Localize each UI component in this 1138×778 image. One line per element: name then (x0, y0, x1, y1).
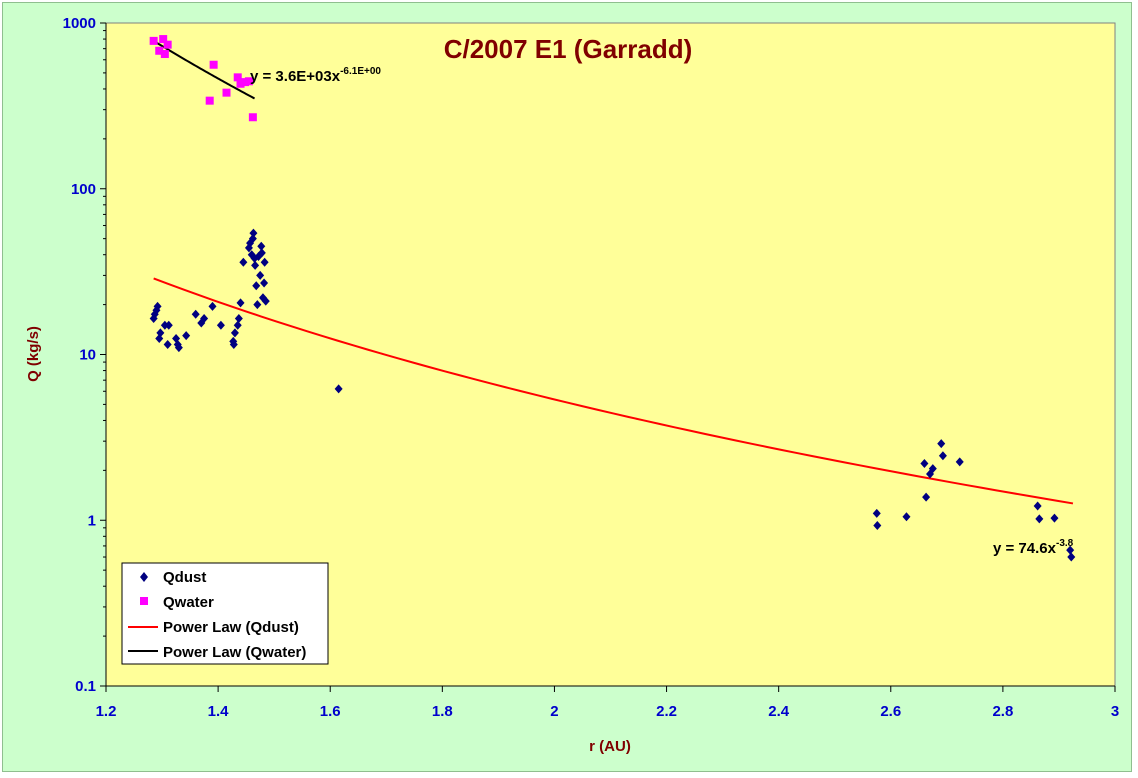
y-tick-label: 0.1 (75, 678, 96, 695)
qdust-point (249, 228, 258, 238)
legend-fit-qdust-label: Power Law (Qdust) (163, 619, 299, 636)
x-tick-label: 2.6 (880, 703, 901, 720)
qdust-point (252, 281, 261, 291)
qdust-point (251, 260, 260, 270)
qwater-point (236, 79, 245, 88)
qdust-point (920, 458, 929, 468)
qdust-fit-equation: y = 74.6x-3.8 (993, 538, 1074, 557)
fit-line-qwater (153, 40, 256, 100)
qdust-point (955, 457, 964, 467)
qwater-point (160, 50, 169, 59)
qdust-point (253, 300, 262, 310)
qdust-fit-equation-base: y = 74.6x (993, 540, 1057, 557)
qwater-point (244, 77, 253, 86)
x-tick-label: 2 (550, 703, 558, 720)
qdust-point (261, 296, 270, 306)
chart-marks (149, 35, 1076, 562)
x-tick-label: 1.6 (320, 703, 341, 720)
qdust-point (1033, 501, 1042, 511)
qdust-point (156, 328, 165, 338)
qdust-point (257, 241, 266, 251)
qdust-point (236, 298, 245, 308)
qdust-fit-equation-exponent: -3.8 (1056, 538, 1074, 549)
x-tick-label: 3 (1111, 703, 1119, 720)
qwater-point (149, 36, 158, 45)
fit-line-qdust (153, 277, 1074, 505)
qwater-point (248, 113, 257, 122)
qdust-point (928, 464, 937, 474)
qdust-point (260, 257, 269, 267)
qdust-point (208, 301, 217, 311)
legend-qwater-marker (140, 597, 148, 605)
y-tick-label: 1 (88, 512, 96, 529)
qdust-point (256, 270, 265, 280)
qdust-point (260, 278, 269, 288)
qdust-point (248, 234, 257, 244)
qwater-point (163, 40, 172, 49)
qwater-point (222, 88, 231, 97)
qdust-point (174, 343, 183, 353)
qdust-point (182, 331, 191, 341)
qdust-point (239, 257, 248, 267)
qdust-point (230, 328, 239, 338)
x-tick-label: 2.2 (656, 703, 677, 720)
qdust-point (233, 320, 242, 330)
qdust-point (216, 320, 225, 330)
qwater-fit-equation-exponent: -6.1E+00 (340, 66, 381, 77)
qdust-point (872, 508, 881, 518)
qdust-point (257, 248, 266, 258)
x-tick-label: 1.4 (208, 703, 230, 720)
legend-item-fit-qwater: Power Law (Qwater) (128, 644, 306, 661)
chart-axes: 1.2 1.4 1.6 1.8 2 2.2 2.4 2.6 2.8 3 0.1 1 10 100 1000 (63, 15, 1120, 720)
qdust-point (1067, 552, 1076, 562)
legend-item-qdust: Qdust (140, 569, 206, 586)
qdust-point (334, 384, 343, 394)
chart-title: C/2007 E1 (Garradd) (444, 34, 693, 64)
qdust-point (938, 451, 947, 461)
qdust-point (234, 313, 243, 323)
qdust-point (1066, 545, 1075, 555)
qdust-point (191, 309, 200, 319)
legend-item-qwater: Qwater (140, 594, 214, 611)
x-tick-label: 1.8 (432, 703, 453, 720)
qwater-point (159, 35, 168, 44)
legend-item-fit-qdust: Power Law (Qdust) (128, 619, 299, 636)
x-tick-label: 2.4 (768, 703, 790, 720)
qdust-point (937, 439, 946, 449)
y-tick-label: 1000 (63, 15, 96, 32)
y-axis-title: Q (kg/s) (25, 326, 42, 382)
qdust-point (229, 339, 238, 349)
x-axis-title: r (AU) (589, 738, 631, 755)
qdust-point (1035, 514, 1044, 524)
legend: Qdust Qwater Power Law (Qdust) Power Law… (121, 562, 329, 665)
qwater-point (233, 73, 242, 82)
legend-qdust-label: Qdust (163, 569, 206, 586)
x-tick-label: 2.8 (992, 703, 1013, 720)
qdust-point (922, 492, 931, 502)
qwater-fit-equation: y = 3.6E+03x-6.1E+00 (250, 66, 381, 85)
legend-box (121, 562, 329, 665)
qwater-fit-equation-base: y = 3.6E+03x (250, 68, 341, 85)
qwater-point (209, 60, 218, 69)
y-tick-label: 100 (71, 181, 96, 198)
legend-fit-qwater-label: Power Law (Qwater) (163, 644, 306, 661)
qdust-point (873, 520, 882, 530)
qdust-point (1050, 513, 1059, 523)
qdust-point (164, 320, 173, 330)
y-tick-label: 10 (79, 347, 96, 364)
qdust-point (153, 301, 162, 311)
qwater-point (205, 96, 214, 105)
qdust-point (902, 512, 911, 522)
legend-qwater-label: Qwater (163, 594, 214, 611)
qdust-point (200, 313, 209, 323)
legend-qdust-marker (140, 572, 148, 582)
x-tick-label: 1.2 (96, 703, 117, 720)
qdust-point (163, 339, 172, 349)
qwater-point (155, 46, 164, 55)
